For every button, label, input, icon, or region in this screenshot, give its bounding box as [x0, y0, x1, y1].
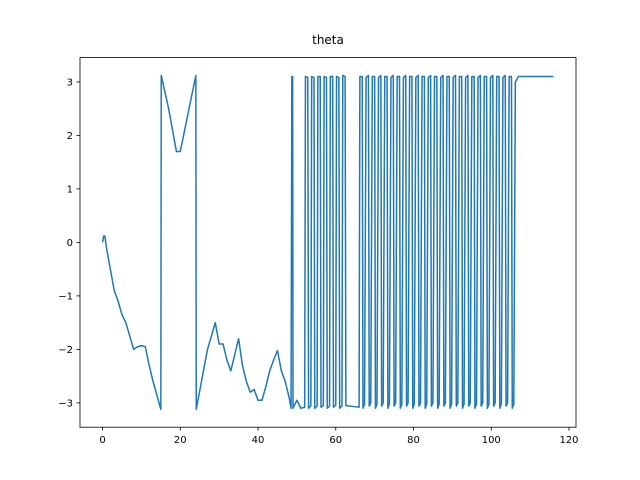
data-line — [101, 74, 554, 411]
x-tick-label: 20 — [174, 435, 187, 446]
x-tick-label: 120 — [559, 435, 578, 446]
y-tick-label: 2 — [67, 131, 73, 142]
chart-title: theta — [312, 33, 344, 47]
y-tick-label: 3 — [67, 77, 73, 88]
x-tick-label: 100 — [482, 435, 501, 446]
x-tick-label: 40 — [252, 435, 265, 446]
y-tick-label: −2 — [58, 345, 73, 356]
x-tick-label: 80 — [407, 435, 420, 446]
x-tick-label: 60 — [329, 435, 342, 446]
y-tick-label: 1 — [67, 184, 73, 195]
y-tick-label: 0 — [67, 238, 73, 249]
y-tick-label: −3 — [58, 398, 73, 409]
y-tick-label: −1 — [58, 291, 73, 302]
x-tick-label: 0 — [99, 435, 105, 446]
